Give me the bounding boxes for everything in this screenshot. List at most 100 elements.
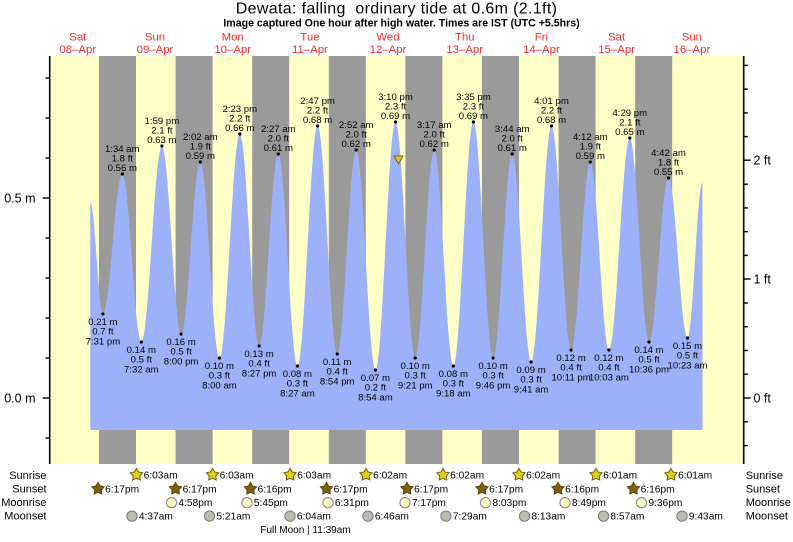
svg-text:Moonrise: Moonrise (746, 497, 791, 509)
svg-text:6:16pm: 6:16pm (641, 485, 675, 496)
svg-text:2.0 ft: 2.0 ft (424, 129, 446, 140)
svg-text:9:43am: 9:43am (689, 512, 723, 523)
svg-text:2:47 pm: 2:47 pm (300, 96, 335, 107)
svg-text:0.61 m: 0.61 m (264, 143, 293, 154)
svg-text:0.3 ft: 0.3 ft (482, 371, 504, 382)
svg-text:7:17pm: 7:17pm (412, 498, 446, 509)
svg-text:0.62 m: 0.62 m (420, 139, 449, 150)
svg-text:0.0 m: 0.0 m (4, 392, 35, 406)
svg-text:8:00 pm: 8:00 pm (164, 356, 199, 367)
svg-text:0.15 m: 0.15 m (673, 341, 702, 352)
svg-text:12–Apr: 12–Apr (370, 44, 407, 56)
svg-text:0.4 ft: 0.4 ft (327, 367, 349, 378)
svg-text:0.3 ft: 0.3 ft (405, 371, 427, 382)
svg-text:3:44 am: 3:44 am (495, 124, 530, 135)
svg-text:2:02 am: 2:02 am (183, 132, 218, 143)
svg-text:6:01am: 6:01am (678, 470, 712, 481)
svg-text:1 ft: 1 ft (754, 273, 772, 287)
svg-text:0.08 m: 0.08 m (283, 369, 312, 380)
svg-text:0.12 m: 0.12 m (556, 353, 585, 364)
svg-text:8:54 pm: 8:54 pm (320, 376, 355, 387)
svg-text:6:03am: 6:03am (297, 470, 331, 481)
svg-text:0 ft: 0 ft (754, 392, 772, 406)
svg-text:6:46am: 6:46am (375, 512, 409, 523)
svg-text:0.3 ft: 0.3 ft (209, 371, 231, 382)
svg-text:6:04am: 6:04am (297, 512, 331, 523)
svg-text:Sunrise: Sunrise (9, 470, 46, 482)
svg-text:0.10 m: 0.10 m (478, 361, 507, 372)
svg-text:8:27 am: 8:27 am (280, 388, 315, 399)
svg-text:Mon: Mon (222, 32, 244, 44)
svg-text:2.2 ft: 2.2 ft (229, 113, 251, 124)
svg-text:6:17pm: 6:17pm (183, 485, 217, 496)
svg-text:8:49pm: 8:49pm (572, 498, 606, 509)
svg-text:Dewata: falling ordinary tide: Dewata: falling ordinary tide at 0.6m (2… (236, 1, 558, 18)
svg-text:0.07 m: 0.07 m (361, 373, 390, 384)
svg-text:0.14 m: 0.14 m (634, 345, 663, 356)
svg-text:2.3 ft: 2.3 ft (463, 101, 485, 112)
svg-text:Sun: Sun (682, 32, 702, 44)
svg-text:3:17 am: 3:17 am (417, 120, 452, 131)
svg-text:10:23 am: 10:23 am (667, 360, 707, 371)
svg-text:Sunset: Sunset (12, 483, 46, 495)
svg-text:1:59 pm: 1:59 pm (145, 116, 180, 127)
svg-text:0.5 ft: 0.5 ft (638, 355, 660, 366)
svg-text:2:52 am: 2:52 am (339, 120, 374, 131)
svg-text:08–Apr: 08–Apr (59, 44, 96, 56)
svg-text:0.62 m: 0.62 m (342, 139, 371, 150)
svg-text:6:17pm: 6:17pm (414, 485, 448, 496)
svg-text:7:31 pm: 7:31 pm (86, 336, 121, 347)
svg-text:6:01am: 6:01am (603, 470, 637, 481)
svg-text:4:42 am: 4:42 am (651, 148, 686, 159)
svg-text:15–Apr: 15–Apr (598, 44, 635, 56)
svg-text:Full Moon | 11:39am: Full Moon | 11:39am (260, 525, 350, 536)
svg-text:0.68 m: 0.68 m (537, 115, 566, 126)
svg-text:0.09 m: 0.09 m (516, 365, 545, 376)
svg-text:6:16pm: 6:16pm (565, 485, 599, 496)
svg-text:1:34 am: 1:34 am (105, 144, 140, 155)
svg-text:9:21 pm: 9:21 pm (398, 380, 433, 391)
svg-text:0.4 ft: 0.4 ft (598, 363, 620, 374)
svg-text:0.5 ft: 0.5 ft (170, 347, 192, 358)
svg-text:3:35 pm: 3:35 pm (456, 92, 491, 103)
svg-text:0.3 ft: 0.3 ft (443, 379, 465, 390)
svg-text:0.68 m: 0.68 m (303, 115, 332, 126)
svg-text:0.61 m: 0.61 m (498, 143, 527, 154)
svg-text:8:54 am: 8:54 am (358, 392, 393, 403)
svg-text:10:11 pm: 10:11 pm (551, 372, 590, 383)
svg-text:6:17pm: 6:17pm (105, 485, 139, 496)
svg-text:0.69 m: 0.69 m (459, 111, 488, 122)
svg-text:3:10 pm: 3:10 pm (378, 92, 413, 103)
svg-text:6:02am: 6:02am (526, 470, 560, 481)
svg-text:0.7 ft: 0.7 ft (92, 327, 114, 338)
svg-text:2.1 ft: 2.1 ft (619, 117, 641, 128)
svg-text:0.21 m: 0.21 m (88, 317, 117, 328)
svg-text:0.3 ft: 0.3 ft (520, 375, 542, 386)
svg-text:11–Apr: 11–Apr (292, 44, 328, 56)
svg-text:1.9 ft: 1.9 ft (190, 141, 212, 152)
svg-text:2.2 ft: 2.2 ft (541, 105, 563, 116)
svg-text:6:02am: 6:02am (450, 470, 484, 481)
svg-text:Sat: Sat (608, 32, 626, 44)
svg-text:8:57am: 8:57am (610, 512, 644, 523)
svg-text:09–Apr: 09–Apr (137, 44, 174, 56)
svg-text:6:16pm: 6:16pm (258, 485, 292, 496)
svg-text:0.13 m: 0.13 m (244, 349, 273, 360)
svg-text:5:45pm: 5:45pm (254, 498, 288, 509)
svg-text:0.63 m: 0.63 m (147, 135, 176, 146)
svg-text:Sunrise: Sunrise (746, 470, 783, 482)
svg-text:0.16 m: 0.16 m (166, 337, 195, 348)
svg-text:Moonset: Moonset (4, 511, 46, 523)
svg-text:6:17pm: 6:17pm (334, 485, 368, 496)
svg-text:Moonrise: Moonrise (1, 497, 46, 509)
svg-text:Image captured One hour after: Image captured One hour after high water… (223, 18, 579, 30)
svg-text:0.4 ft: 0.4 ft (560, 363, 582, 374)
svg-text:2:23 pm: 2:23 pm (222, 104, 257, 115)
svg-text:8:03pm: 8:03pm (492, 498, 526, 509)
svg-text:9:18 am: 9:18 am (436, 388, 471, 399)
svg-text:10:36 pm: 10:36 pm (629, 364, 669, 375)
svg-text:0.55 m: 0.55 m (654, 167, 683, 178)
svg-text:Thu: Thu (455, 32, 475, 44)
svg-text:8:00 am: 8:00 am (202, 380, 237, 391)
svg-text:4:58pm: 4:58pm (178, 498, 212, 509)
